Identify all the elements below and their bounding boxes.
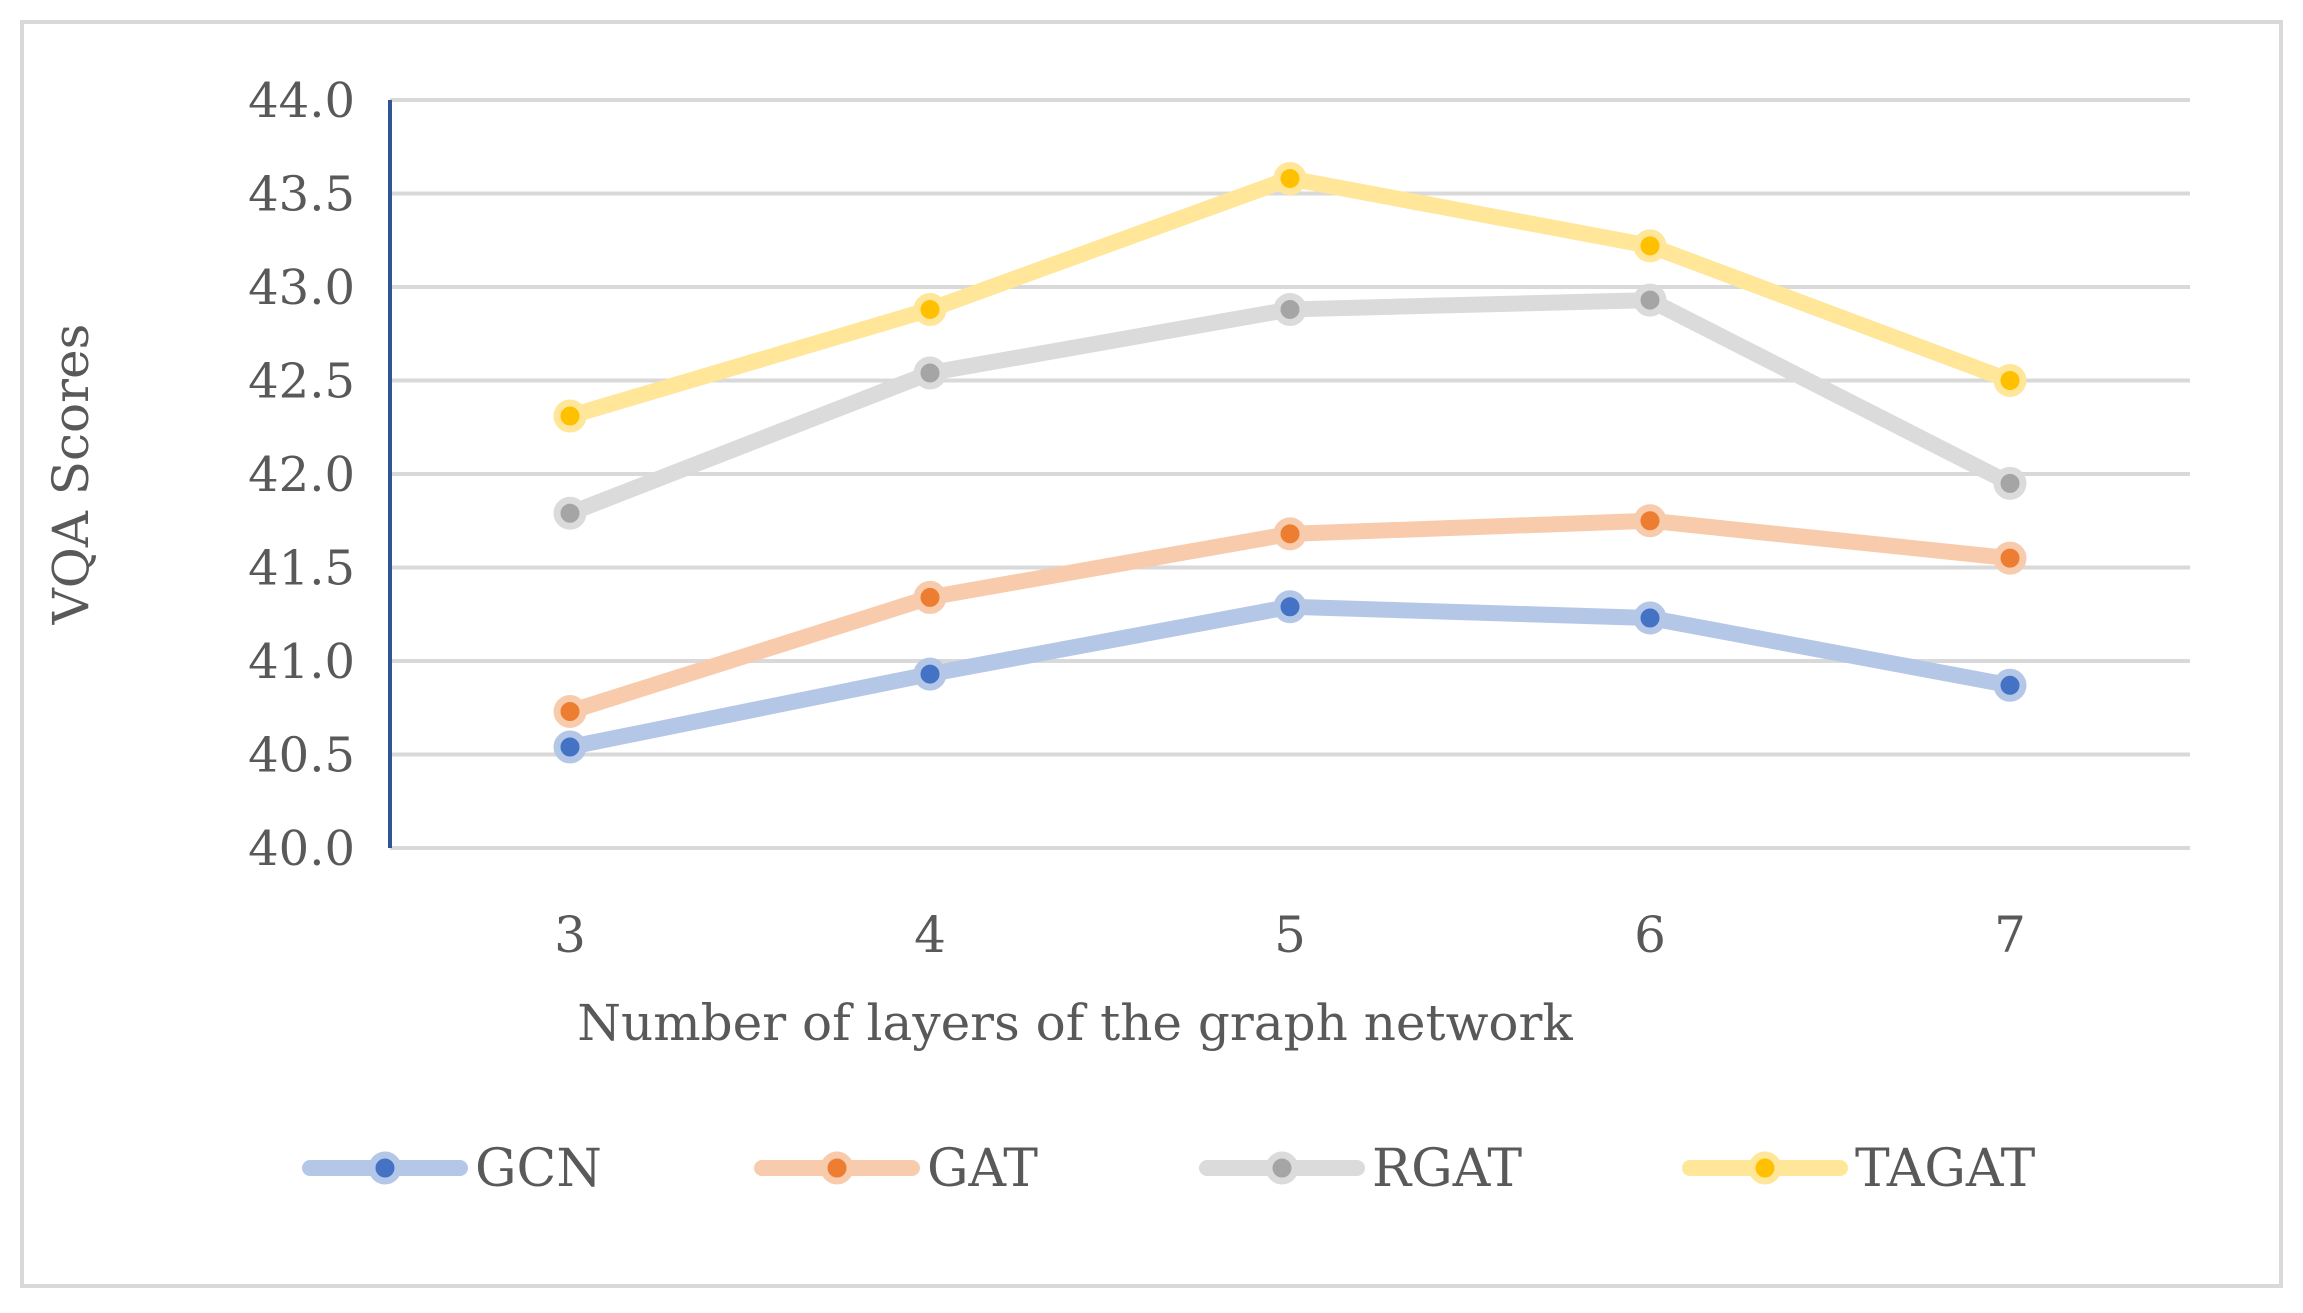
x-tick-label: 4 bbox=[914, 906, 946, 964]
y-tick-label: 42.0 bbox=[248, 447, 355, 503]
y-tick-label: 44.0 bbox=[248, 73, 355, 129]
legend-swatch-marker-gcn bbox=[368, 1151, 402, 1185]
data-point-gcn-7 bbox=[1993, 668, 2027, 702]
y-tick-label: 40.5 bbox=[248, 728, 355, 784]
legend-swatch-marker-rgat bbox=[1265, 1151, 1299, 1185]
x-tick-label: 6 bbox=[1634, 906, 1666, 964]
data-point-tagat-5 bbox=[1273, 162, 1307, 196]
data-point-gat-7 bbox=[1993, 541, 2027, 575]
legend-label-gat: GAT bbox=[927, 1139, 1038, 1199]
data-point-tagat-3 bbox=[553, 399, 587, 433]
data-point-gcn-4 bbox=[913, 657, 947, 691]
y-tick-label: 43.0 bbox=[248, 260, 355, 316]
series-rgat bbox=[553, 283, 2027, 530]
series-gat bbox=[553, 504, 2027, 728]
data-point-rgat-7 bbox=[1993, 466, 2027, 500]
legend-item-gcn: GCN bbox=[302, 1139, 602, 1199]
x-tick-label: 5 bbox=[1274, 906, 1306, 964]
y-tick-label: 43.5 bbox=[248, 167, 355, 223]
data-point-tagat-6 bbox=[1633, 229, 1667, 263]
data-point-gat-6 bbox=[1633, 504, 1667, 538]
x-tick-labels: 3 4 5 6 7 bbox=[554, 906, 2026, 964]
legend-label-gcn: GCN bbox=[475, 1139, 602, 1199]
data-point-gat-3 bbox=[553, 694, 587, 728]
data-point-gat-5 bbox=[1273, 517, 1307, 551]
x-tick-label: 3 bbox=[554, 906, 586, 964]
legend: GCN GAT RGAT TAGAT bbox=[302, 1139, 2036, 1199]
data-point-gat-4 bbox=[913, 580, 947, 614]
y-tick-label: 41.5 bbox=[248, 541, 355, 597]
data-point-tagat-7 bbox=[1993, 364, 2027, 397]
data-point-gcn-5 bbox=[1273, 590, 1307, 624]
y-tick-labels: 40.0 40.5 41.0 41.5 42.0 42.5 43.0 43.5 44.0 bbox=[248, 73, 355, 877]
x-axis-label: Number of layers of the graph network bbox=[577, 994, 1573, 1052]
legend-item-tagat: TAGAT bbox=[1682, 1139, 2036, 1199]
legend-swatch-marker-gat bbox=[820, 1151, 854, 1185]
legend-item-rgat: RGAT bbox=[1199, 1139, 1522, 1199]
data-point-tagat-4 bbox=[913, 292, 947, 326]
series-group bbox=[553, 162, 2027, 764]
y-tick-label: 40.0 bbox=[248, 821, 355, 877]
data-point-rgat-3 bbox=[553, 496, 587, 530]
legend-label-rgat: RGAT bbox=[1372, 1139, 1522, 1199]
series-tagat bbox=[553, 162, 2027, 433]
legend-label-tagat: TAGAT bbox=[1855, 1139, 2036, 1199]
data-point-rgat-4 bbox=[913, 356, 947, 390]
y-tick-label: 42.5 bbox=[248, 354, 355, 410]
chart-border bbox=[20, 20, 2283, 1288]
data-point-gcn-6 bbox=[1633, 601, 1667, 635]
legend-item-gat: GAT bbox=[754, 1139, 1038, 1199]
data-point-gcn-3 bbox=[553, 730, 587, 764]
data-point-rgat-5 bbox=[1273, 292, 1307, 326]
y-axis-label: VQA Scores bbox=[42, 324, 100, 626]
x-tick-label: 7 bbox=[1994, 906, 2026, 964]
series-gcn bbox=[553, 590, 2027, 764]
legend-swatch-marker-tagat bbox=[1748, 1151, 1782, 1185]
data-point-rgat-6 bbox=[1633, 283, 1667, 317]
y-tick-label: 41.0 bbox=[248, 634, 355, 690]
